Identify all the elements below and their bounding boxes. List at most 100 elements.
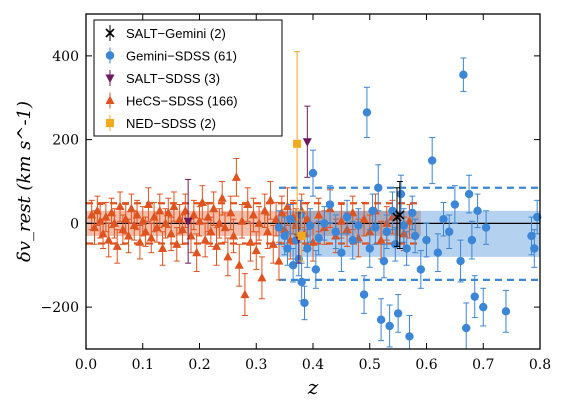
data-point — [172, 239, 182, 248]
x-tick-label: 0.7 — [472, 357, 494, 373]
data-point — [331, 227, 340, 236]
data-point — [138, 216, 148, 225]
data-point — [470, 292, 479, 301]
data-point — [248, 210, 258, 219]
data-point — [274, 256, 284, 265]
data-point — [203, 212, 213, 221]
data-point — [532, 212, 542, 222]
series-triangle-up — [87, 157, 414, 316]
data-point — [209, 203, 219, 213]
data-point — [297, 277, 306, 287]
data-point — [408, 208, 417, 218]
data-point — [265, 195, 275, 204]
data-point — [427, 156, 437, 165]
legend-entry-label: SALT−Gemini (2) — [126, 26, 226, 41]
data-point — [129, 220, 139, 229]
data-point — [293, 139, 302, 148]
data-point — [456, 256, 465, 266]
data-point — [404, 216, 414, 225]
series-circle — [274, 57, 542, 350]
data-point — [286, 214, 295, 224]
data-point — [220, 222, 230, 232]
data-point — [288, 261, 298, 270]
series-square — [293, 51, 306, 262]
data-point — [132, 210, 142, 219]
data-point — [268, 239, 278, 248]
data-point — [376, 235, 386, 244]
legend: SALT−Gemini (2) Gemini−SDSS (61) SALT−SDSS… — [93, 19, 283, 137]
data-point — [146, 233, 156, 242]
data-point — [391, 240, 400, 249]
data-point — [365, 244, 374, 253]
data-point — [354, 221, 363, 230]
data-point — [212, 241, 222, 250]
data-point — [300, 298, 309, 308]
legend-entry-label: NED−SDSS (2) — [126, 116, 216, 131]
data-point — [395, 210, 405, 220]
data-point — [459, 70, 468, 79]
data-point — [231, 172, 241, 181]
data-point — [388, 206, 397, 216]
legend-entry-label: SALT−SDSS (3) — [126, 71, 220, 86]
data-point — [160, 218, 170, 227]
data-point — [98, 228, 108, 238]
data-point — [163, 207, 173, 217]
data-point — [246, 237, 256, 246]
data-point — [115, 201, 125, 211]
data-point — [445, 227, 454, 236]
data-point — [135, 237, 145, 246]
data-point — [337, 248, 346, 257]
y-tick-label: 400 — [52, 49, 79, 65]
x-tick-label: 0.2 — [188, 357, 210, 373]
y-tick-label: 0 — [70, 216, 79, 232]
data-point — [374, 183, 383, 192]
data-point — [192, 247, 202, 257]
data-point — [126, 203, 136, 213]
y-tick-label: 200 — [52, 133, 79, 149]
data-point — [251, 245, 261, 255]
data-point — [166, 228, 176, 238]
data-point — [325, 200, 335, 209]
data-point — [385, 321, 394, 331]
data-point — [263, 226, 273, 236]
ticks-layer: 0.0 0.1 0.2 0.3 0.4 0.5 0.6 0.7 0.8 −200 0 200 400 — [41, 14, 551, 373]
data-point — [479, 302, 488, 312]
data-point — [416, 265, 426, 274]
data-point — [92, 205, 102, 215]
data-point — [305, 221, 315, 230]
data-point — [277, 207, 287, 217]
data-point — [118, 224, 128, 234]
data-point — [149, 212, 159, 221]
series-x — [392, 181, 405, 249]
legend-entry-label: Gemini−SDSS (61) — [126, 49, 237, 64]
data-point — [450, 200, 460, 209]
limit-layer — [86, 186, 540, 282]
x-tick-label: 0.5 — [359, 357, 381, 373]
data-point — [180, 205, 190, 215]
x-tick-label: 0.1 — [132, 357, 154, 373]
data-point — [186, 230, 196, 240]
data-point — [308, 237, 318, 246]
data-point — [462, 323, 471, 333]
data-point — [302, 138, 312, 147]
data-point — [107, 207, 117, 217]
data-point — [234, 260, 244, 269]
data-point — [405, 332, 414, 341]
data-point — [200, 235, 210, 244]
data-point — [152, 222, 162, 232]
data-point — [314, 233, 323, 243]
x-tick-label: 0.4 — [302, 357, 324, 373]
x-tick-label: 0.0 — [75, 357, 97, 373]
legend-marker — [105, 74, 115, 83]
data-point — [311, 265, 321, 274]
x-tick-label: 0.3 — [245, 357, 267, 373]
points-layer — [87, 51, 542, 350]
data-point — [348, 235, 357, 245]
data-point — [175, 214, 185, 223]
data-point — [342, 212, 352, 222]
data-point — [348, 207, 358, 217]
legend-marker — [105, 95, 115, 104]
x-axis-label: z — [307, 375, 319, 399]
data-point — [393, 309, 403, 318]
data-point — [410, 231, 420, 241]
